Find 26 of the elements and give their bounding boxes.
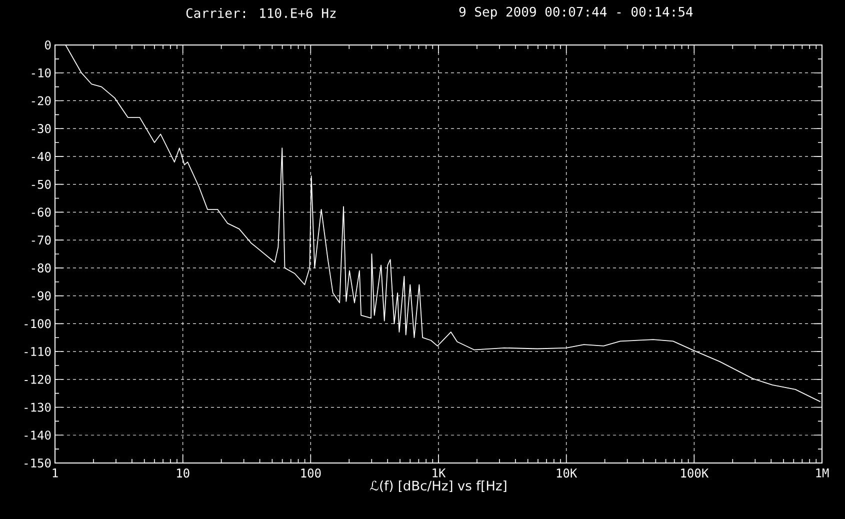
y-tick-label: -110 xyxy=(24,346,51,356)
x-tick-label: 1K xyxy=(432,468,446,478)
y-tick-label: -30 xyxy=(32,124,51,134)
y-tick-label: -40 xyxy=(32,152,51,162)
y-tick-label: -50 xyxy=(32,180,51,189)
x-tick-label: 100K xyxy=(681,468,709,478)
y-tick-label: -10 xyxy=(32,68,51,78)
x-tick-label: 1 xyxy=(52,468,58,478)
x-tick-label: 100 xyxy=(301,468,321,478)
y-tick-label: 0 xyxy=(45,40,51,50)
y-tick-label: -120 xyxy=(24,374,51,384)
y-tick-label: -70 xyxy=(32,236,51,245)
x-axis-title: ℒ(f) [dBc/Hz] vs f[Hz] xyxy=(370,480,506,492)
y-tick-label: -90 xyxy=(32,291,51,300)
y-tick-label: -20 xyxy=(32,96,51,106)
x-tick-label: 10K xyxy=(556,468,578,478)
y-tick-label: -80 xyxy=(32,263,51,272)
x-tick-label: 10 xyxy=(177,468,190,478)
y-tick-label: -130 xyxy=(24,402,51,412)
y-tick-label: -150 xyxy=(24,458,51,468)
y-tick-label: -100 xyxy=(24,319,51,328)
chart-title: Carrier: 110.E+6 Hz xyxy=(186,8,336,18)
y-tick-label: -140 xyxy=(24,430,51,440)
x-tick-label: 1M xyxy=(816,468,829,478)
chart-subtitle: 9 Sep 2009 00:07:44 - 00:14:54 xyxy=(459,6,693,20)
y-tick-label: -60 xyxy=(32,208,51,217)
